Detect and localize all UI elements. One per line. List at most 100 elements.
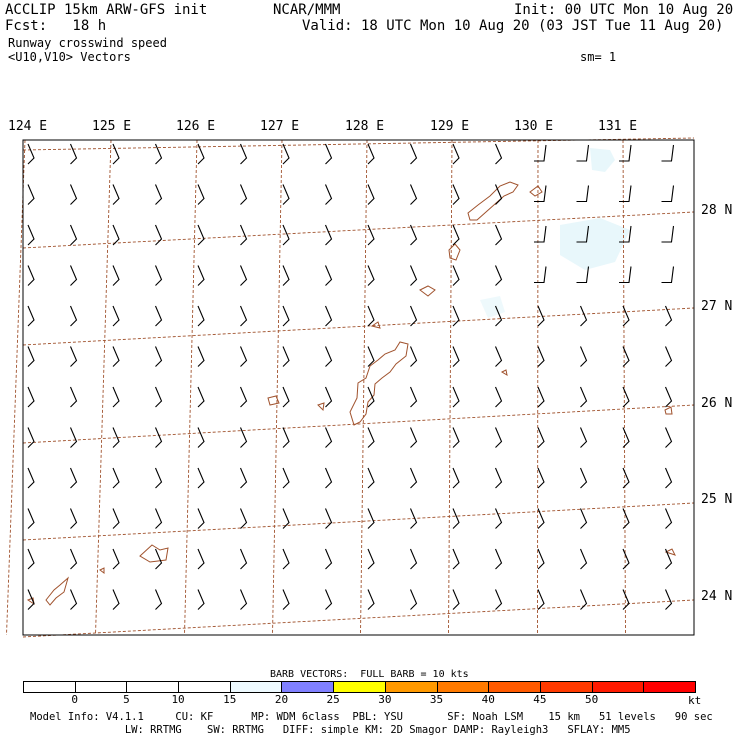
wind-barb (69, 386, 78, 408)
wind-barb (112, 265, 120, 286)
lon-label-129: 129 E (430, 119, 470, 134)
wind-barb (69, 589, 78, 610)
wind-barb (537, 589, 545, 610)
wind-barb (324, 184, 333, 205)
wind-barb (622, 548, 630, 570)
lon-label-126: 126 E (176, 119, 216, 134)
wind-barb (409, 427, 418, 448)
wind-barb (154, 427, 163, 448)
wind-barb (409, 508, 418, 529)
colorbar-tick-label: 0 (71, 693, 78, 706)
wind-barb (154, 143, 163, 165)
wind-barb (324, 143, 333, 165)
wind-barb (154, 265, 163, 286)
wind-barb (69, 427, 78, 448)
wind-barb (69, 224, 78, 246)
wind-barb (537, 427, 545, 448)
yoron-coast (370, 321, 381, 329)
wind-barb (367, 305, 375, 327)
wind-barb (239, 305, 248, 327)
wind-barb (661, 225, 675, 243)
wind-barb (579, 467, 588, 489)
wind-barb (661, 185, 675, 203)
colorbar-segment (23, 681, 76, 693)
wind-barb (494, 184, 503, 205)
wind-barb (69, 265, 78, 286)
wind-barb (367, 467, 375, 489)
colorbar-segment (488, 681, 541, 693)
lon-label-125: 125 E (92, 119, 132, 134)
wind-barb (112, 305, 120, 327)
lon-label-124: 124 E (8, 119, 48, 134)
wind-barb (452, 427, 460, 448)
wind-barb (197, 467, 205, 489)
small-islet-3 (99, 567, 105, 574)
wind-barb (154, 589, 163, 610)
colorbar-segment (643, 681, 696, 693)
wind-barb (409, 265, 418, 286)
wind-barb (27, 224, 35, 246)
wind-barb (69, 508, 78, 529)
wind-barb (197, 305, 205, 327)
wind-barb (534, 144, 547, 162)
colorbar-tick-label: 10 (171, 693, 185, 706)
organization-label: NCAR/MMM (273, 2, 341, 18)
wind-barb (197, 548, 205, 570)
lat-label-24: 24 N (701, 589, 733, 604)
wind-barb (664, 508, 673, 529)
parallel-line (22, 502, 695, 541)
wind-barb (239, 265, 248, 286)
wind-barb (197, 143, 205, 165)
parallel-line (22, 307, 695, 346)
wind-barb (239, 589, 248, 610)
wind-barb (324, 265, 333, 286)
colorbar-tick-label: 35 (429, 693, 444, 706)
wind-barb (367, 548, 375, 570)
wind-barb (619, 225, 632, 243)
wind-barb (494, 143, 503, 165)
wind-barb (579, 427, 588, 448)
wind-barb (409, 548, 418, 570)
wind-barb (494, 265, 503, 286)
lon-label-127: 127 E (260, 119, 300, 134)
wind-barb (494, 508, 503, 529)
colorbar-tick-label: 5 (123, 693, 130, 706)
wind-barb (622, 589, 630, 610)
wind-barb (69, 346, 78, 367)
wind-barb (664, 346, 673, 367)
wind-barb (661, 144, 675, 162)
wind-barb (282, 143, 290, 165)
wind-barb (282, 508, 290, 529)
tanegashima-coast (529, 185, 543, 197)
barb-legend-note: BARB VECTORS: FULL BARB = 10 kts (270, 669, 469, 680)
wind-barb (367, 589, 375, 610)
wind-barb (494, 467, 503, 489)
wind-barb (27, 467, 35, 489)
wind-barb (27, 548, 35, 570)
wind-barb (69, 305, 78, 327)
wind-barb (154, 224, 163, 246)
wind-barb (576, 144, 590, 162)
smoothing-label: sm= 1 (580, 50, 617, 64)
wind-barb (367, 346, 375, 367)
wind-barb (282, 427, 290, 448)
colorbar-segment (384, 681, 438, 693)
colorbar-tick-label: 20 (274, 693, 289, 706)
wind-barb (452, 548, 460, 570)
wind-barb (664, 386, 673, 408)
wind-barb (579, 305, 588, 327)
wind-barb (69, 143, 78, 165)
wind-barb (367, 265, 375, 286)
wind-barb (154, 508, 163, 529)
lat-lon-gridlines (6, 137, 695, 638)
wind-barb (197, 589, 205, 610)
valid-time: Valid: 18 UTC Mon 10 Aug 20 (03 JST Tue … (302, 18, 724, 34)
lon-label-128: 128 E (345, 119, 385, 134)
wind-barb (324, 548, 333, 570)
wind-barb (154, 386, 163, 408)
wind-barb (452, 589, 460, 610)
wind-barb (537, 346, 545, 367)
wind-barb (367, 184, 375, 205)
wind-barb (112, 184, 120, 205)
wind-barb (324, 427, 333, 448)
